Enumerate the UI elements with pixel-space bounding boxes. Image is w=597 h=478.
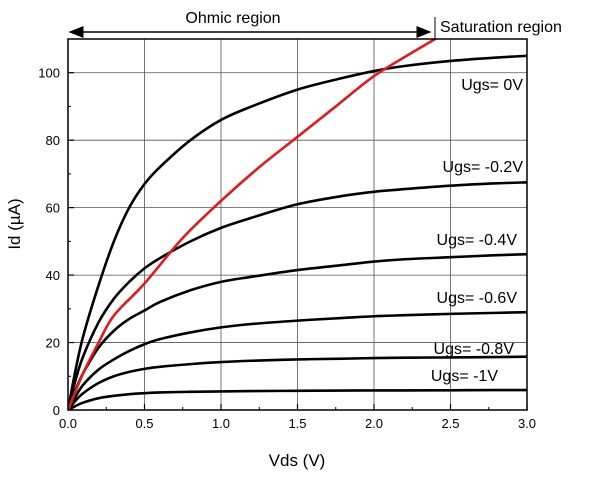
y-tick-label: 40 — [46, 268, 60, 283]
series-line-0 — [68, 54, 527, 410]
x-tick-label: 0.5 — [135, 416, 153, 431]
ohmic-region-label: Ohmic region — [185, 10, 280, 27]
x-tick-label: 0.0 — [59, 416, 77, 431]
series-line-6 — [68, 39, 437, 410]
curve-labels: Ugs= 0V Ugs= -0.2V Ugs= -0.4V Ugs= -0.6V Ugs… — [431, 77, 523, 385]
tick-labels: 0.0 0.5 1.0 1.5 2.0 2.5 3.0 0 20 40 60 80 100 — [38, 66, 536, 431]
series-label-1: Ugs= -0.2V — [443, 159, 524, 176]
series-line-5 — [68, 388, 527, 410]
y-tick-label: 60 — [46, 201, 60, 216]
saturation-region-label: Saturation region — [440, 19, 562, 36]
y-axis-title: Id (µA) — [5, 198, 24, 249]
y-tick-label: 80 — [46, 133, 60, 148]
series-line-2 — [68, 252, 527, 410]
series-group — [68, 39, 527, 410]
x-tick-label: 1.5 — [288, 416, 306, 431]
x-tick-label: 2.0 — [365, 416, 383, 431]
y-tick-label: 20 — [46, 336, 60, 351]
grid — [68, 39, 527, 410]
series-line-1 — [68, 181, 527, 410]
series-label-5: Ugs= -1V — [431, 368, 498, 385]
ticks — [67, 72, 528, 411]
y-tick-label: 0 — [53, 403, 60, 418]
series-line-4 — [68, 355, 527, 410]
series-label-4: Ugs= -0.8V — [434, 341, 515, 358]
series-label-2: Ugs= -0.4V — [437, 232, 518, 249]
series-label-3: Ugs= -0.6V — [437, 290, 518, 307]
y-tick-label: 100 — [38, 66, 60, 81]
x-tick-label: 2.5 — [441, 416, 459, 431]
x-tick-label: 3.0 — [518, 416, 536, 431]
series-line-3 — [68, 310, 527, 410]
x-tick-label: 1.0 — [212, 416, 230, 431]
series-label-0: Ugs= 0V — [461, 77, 523, 94]
x-axis-title: Vds (V) — [269, 451, 326, 470]
region-annotations: Ohmic region Saturation region — [68, 10, 562, 40]
